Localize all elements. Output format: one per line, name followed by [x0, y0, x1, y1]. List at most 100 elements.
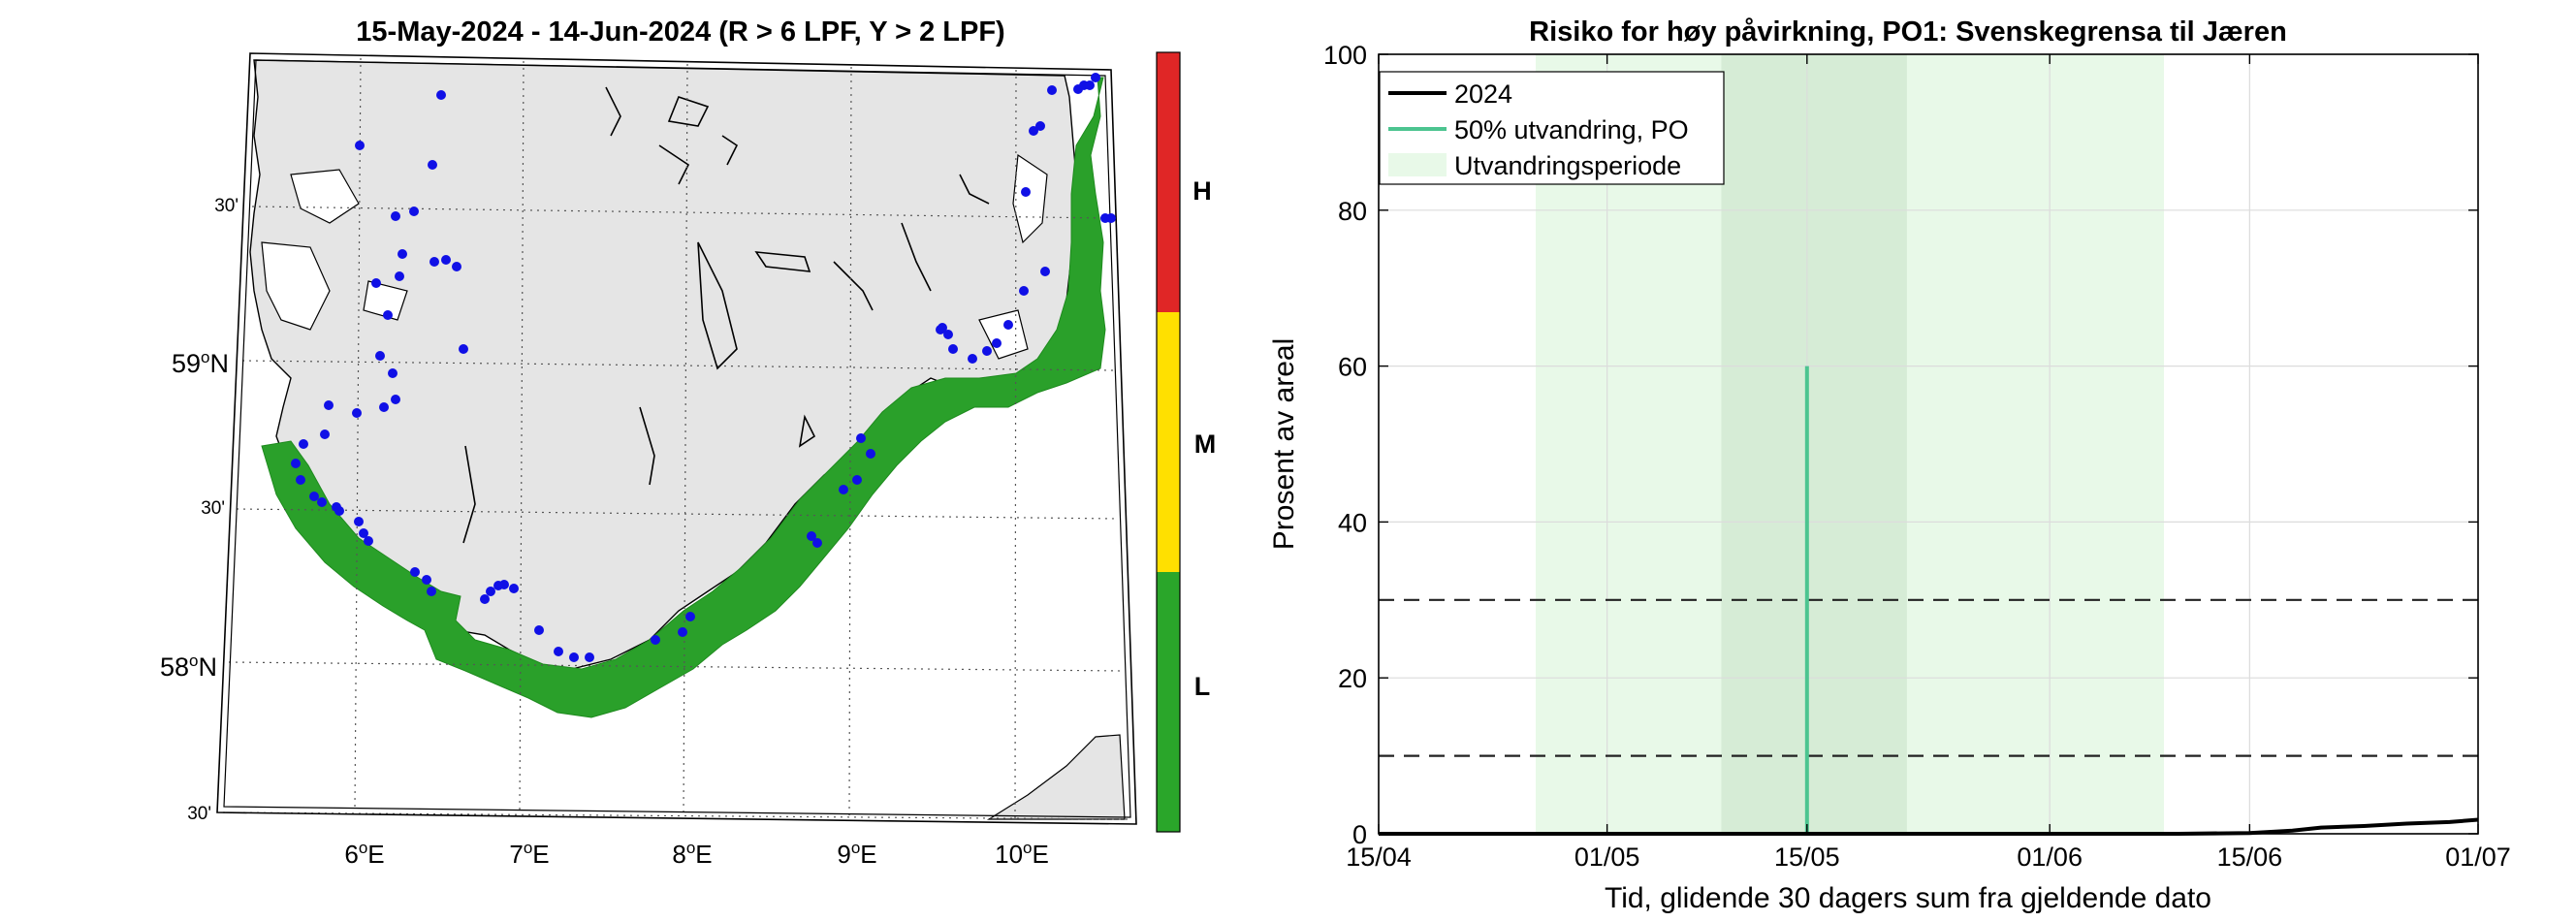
station-marker — [509, 584, 519, 593]
station-marker — [388, 368, 398, 378]
x-axis-label: Tid, glidende 30 dagers sum fra gjeldend… — [1605, 882, 2211, 914]
station-marker — [379, 402, 389, 412]
x-tick-label: 15/05 — [1774, 843, 1840, 872]
map-stations — [291, 73, 1116, 662]
legend-label-50pct: 50% utvandring, PO — [1454, 115, 1689, 144]
station-marker — [1085, 80, 1095, 90]
station-marker — [299, 439, 308, 449]
station-marker — [1029, 126, 1038, 136]
y-tick-label: 80 — [1338, 197, 1367, 226]
station-marker — [441, 255, 451, 265]
station-marker — [459, 344, 468, 354]
station-marker — [296, 475, 305, 485]
lat-label-59-30: 30' — [214, 196, 239, 216]
station-marker — [651, 635, 660, 645]
colorbar-label-m: M — [1194, 429, 1217, 459]
station-marker — [856, 433, 866, 443]
lon-label-9e: 9oE — [837, 839, 876, 869]
lon-label-8e: 8oE — [672, 839, 712, 869]
y-tick-label: 20 — [1338, 664, 1367, 693]
migration-core-band — [1721, 54, 1907, 834]
station-marker — [948, 344, 958, 354]
map-frame — [216, 52, 1137, 825]
station-marker — [452, 262, 461, 271]
y-axis-label: Prosent av areal — [1268, 338, 1300, 550]
station-marker — [992, 338, 1002, 348]
station-marker — [309, 492, 319, 501]
station-marker — [938, 323, 947, 333]
map-lakes — [462, 86, 990, 544]
colorbar-label-h: H — [1193, 176, 1212, 206]
station-marker — [355, 141, 365, 150]
station-marker — [486, 587, 495, 596]
y-tick-label: 60 — [1338, 353, 1367, 382]
colorbar: H M L — [1156, 51, 1217, 833]
x-tick-label: 01/06 — [2017, 843, 2083, 872]
station-marker — [1035, 121, 1045, 131]
station-marker — [852, 475, 862, 485]
station-marker — [685, 612, 695, 621]
station-marker — [943, 330, 953, 339]
station-marker — [1047, 85, 1057, 95]
map-panel: 15-May-2024 - 14-Jun-2024 (R > 6 LPF, Y … — [160, 16, 1137, 869]
x-tick-label: 15/04 — [1346, 843, 1412, 872]
station-marker — [383, 310, 393, 320]
colorbar-m — [1157, 312, 1180, 572]
lat-labels: 30' 59oN 30' 58oN 30' — [160, 196, 239, 824]
lon-label-6e: 6oE — [344, 839, 384, 869]
colorbar-h — [1157, 52, 1180, 312]
map-frame-inner — [223, 59, 1131, 818]
station-marker — [1040, 267, 1050, 276]
lat-label-58n: 58oN — [160, 652, 217, 682]
station-marker — [391, 395, 400, 404]
station-marker — [352, 408, 362, 418]
station-marker — [429, 257, 439, 267]
station-marker — [968, 354, 977, 364]
station-marker — [375, 351, 385, 361]
station-marker — [364, 536, 373, 546]
colorbar-label-l: L — [1194, 672, 1211, 701]
station-marker — [409, 207, 419, 216]
station-marker — [866, 449, 875, 459]
map-coast-detail — [261, 153, 1048, 360]
lat-label-57-30: 30' — [187, 804, 211, 824]
chart-panel: Risiko for høy påvirkning, PO1: Svenskeg… — [1268, 16, 2511, 914]
station-marker — [427, 587, 436, 596]
station-marker — [320, 429, 330, 439]
station-marker — [678, 627, 687, 637]
plot-frame — [1378, 53, 2479, 835]
lon-label-10e: 10oE — [995, 839, 1049, 869]
station-marker — [354, 517, 364, 526]
legend: 2024 50% utvandring, PO Utvandringsperio… — [1379, 71, 1725, 185]
lon-labels: 6oE 7oE 8oE 9oE 10oE — [344, 839, 1049, 869]
x-tick-label: 15/06 — [2217, 843, 2283, 872]
station-marker — [428, 160, 437, 170]
station-marker — [982, 346, 992, 356]
station-marker — [585, 652, 594, 662]
lon-label-7e: 7oE — [509, 839, 549, 869]
y-tick-label: 100 — [1323, 41, 1367, 70]
station-marker — [291, 459, 301, 468]
colorbar-l — [1157, 572, 1180, 832]
station-marker — [324, 400, 334, 410]
station-marker — [1019, 286, 1029, 296]
station-marker — [1091, 73, 1100, 82]
map-land-sweden — [986, 734, 1126, 820]
x-tick-label: 01/05 — [1574, 843, 1640, 872]
station-marker — [569, 652, 579, 662]
station-marker — [422, 575, 431, 585]
map-graticule — [222, 57, 1129, 820]
legend-label-2024: 2024 — [1454, 79, 1512, 109]
station-marker — [436, 90, 446, 100]
station-marker — [812, 538, 822, 548]
chart-title: Risiko for høy påvirkning, PO1: Svenskeg… — [1529, 16, 2287, 48]
station-marker — [1003, 320, 1013, 330]
station-marker — [359, 528, 368, 538]
x-tick-label: 01/07 — [2445, 843, 2511, 872]
station-marker — [1021, 187, 1031, 197]
station-marker — [391, 211, 400, 221]
legend-label-period: Utvandringsperiode — [1454, 151, 1681, 180]
station-marker — [839, 485, 848, 494]
